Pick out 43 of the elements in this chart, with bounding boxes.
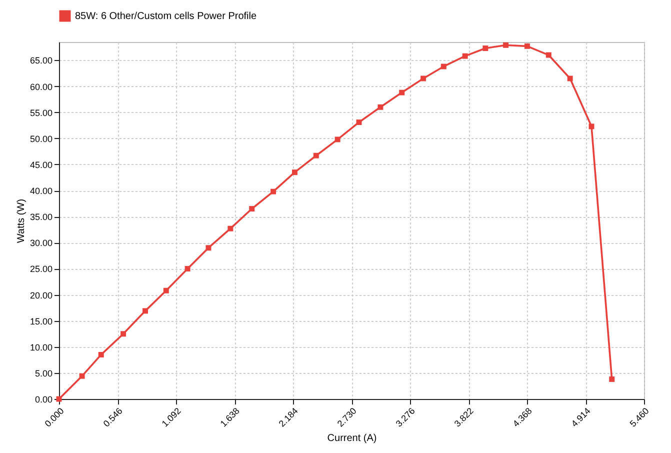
y-tick-label: 45.00	[30, 160, 52, 170]
point	[292, 170, 298, 176]
point	[98, 352, 104, 358]
point	[163, 288, 169, 294]
point	[184, 266, 190, 272]
point	[503, 42, 509, 48]
point	[546, 52, 552, 58]
y-tick-label: 30.00	[30, 238, 52, 248]
y-tick-label: 25.00	[30, 264, 52, 274]
y-tick-label: 65.00	[30, 56, 52, 66]
y-tick-label: 55.00	[30, 108, 52, 118]
point	[142, 308, 148, 314]
point	[420, 76, 426, 82]
point	[313, 152, 319, 158]
point	[482, 46, 488, 51]
y-tick-label: 15.00	[30, 316, 52, 326]
y-axis-title: Watts (W)	[16, 198, 27, 244]
y-tick-label: 5.00	[34, 368, 52, 378]
point	[228, 226, 234, 232]
y-tick-label: 0.00	[34, 394, 52, 404]
y-tick-label: 20.00	[30, 290, 52, 300]
y-tick-label: 10.00	[30, 342, 52, 352]
legend-label: 85W: 6 Other/Custom cells Power Profile	[75, 11, 257, 22]
y-tick-label: 40.00	[30, 186, 52, 196]
point	[334, 136, 340, 142]
y-tick-label: 35.00	[30, 212, 52, 222]
point	[120, 331, 126, 337]
point	[524, 43, 530, 49]
point	[462, 53, 468, 59]
point	[440, 64, 446, 70]
point	[206, 245, 212, 251]
point	[609, 376, 615, 382]
y-tick-label: 50.00	[30, 134, 52, 144]
point	[567, 76, 573, 82]
point	[356, 120, 362, 125]
y-tick-label: 60.00	[30, 82, 52, 92]
point	[249, 206, 255, 212]
point	[378, 104, 384, 110]
point	[399, 90, 405, 96]
point	[79, 373, 85, 379]
x-axis-title: Current (A)	[327, 432, 377, 444]
point	[588, 124, 594, 130]
point	[270, 188, 276, 194]
